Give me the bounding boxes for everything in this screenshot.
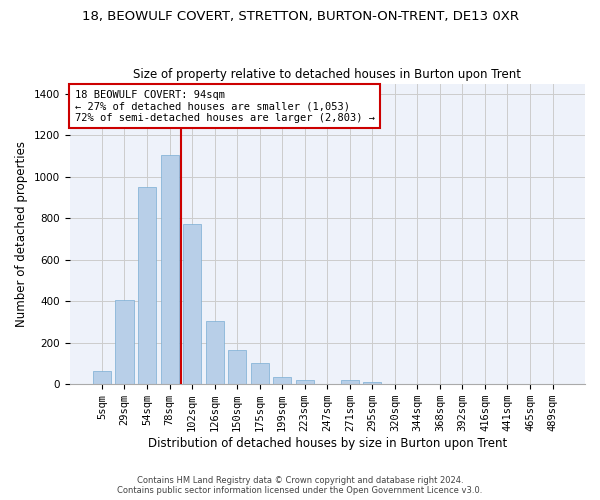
- Y-axis label: Number of detached properties: Number of detached properties: [15, 141, 28, 327]
- Text: Contains HM Land Registry data © Crown copyright and database right 2024.
Contai: Contains HM Land Registry data © Crown c…: [118, 476, 482, 495]
- Bar: [364, 382, 382, 384]
- Bar: [273, 377, 291, 384]
- Bar: [93, 370, 111, 384]
- Bar: [206, 321, 224, 384]
- Bar: [161, 155, 179, 384]
- Text: 18, BEOWULF COVERT, STRETTON, BURTON-ON-TRENT, DE13 0XR: 18, BEOWULF COVERT, STRETTON, BURTON-ON-…: [82, 10, 518, 23]
- Bar: [115, 300, 134, 384]
- Bar: [296, 380, 314, 384]
- Bar: [251, 364, 269, 384]
- Title: Size of property relative to detached houses in Burton upon Trent: Size of property relative to detached ho…: [133, 68, 521, 81]
- Bar: [183, 224, 201, 384]
- Bar: [138, 187, 156, 384]
- X-axis label: Distribution of detached houses by size in Burton upon Trent: Distribution of detached houses by size …: [148, 437, 507, 450]
- Bar: [341, 380, 359, 384]
- Bar: [228, 350, 246, 384]
- Text: 18 BEOWULF COVERT: 94sqm
← 27% of detached houses are smaller (1,053)
72% of sem: 18 BEOWULF COVERT: 94sqm ← 27% of detach…: [74, 90, 374, 123]
